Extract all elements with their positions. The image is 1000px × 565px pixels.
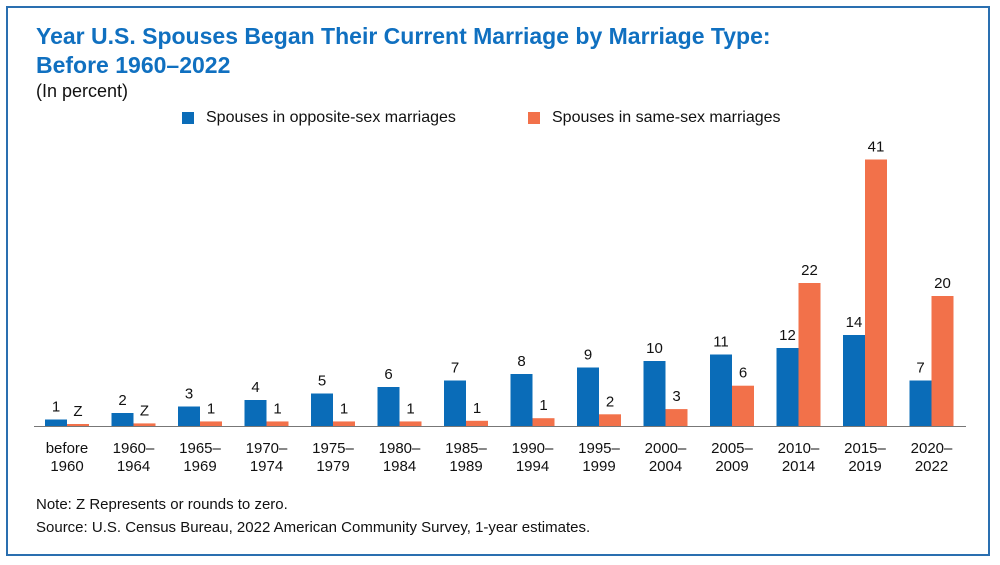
bar-opposite-sex-0 xyxy=(45,419,67,426)
x-tick-label-2-0: 1965– xyxy=(179,440,221,457)
data-label-same-sex-0: Z xyxy=(73,403,82,420)
data-label-same-sex-4: 1 xyxy=(340,400,348,417)
legend-label-same-sex: Spouses in same-sex marriages xyxy=(552,109,781,126)
bar-opposite-sex-3 xyxy=(244,400,267,426)
bar-same-sex-5 xyxy=(399,421,422,426)
chart-subtitle: (In percent) xyxy=(36,81,129,101)
x-tick-label-11-1: 2014 xyxy=(782,458,815,475)
bar-opposite-sex-13 xyxy=(909,380,932,426)
legend-item-same-sex: Spouses in same-sex marriages xyxy=(528,109,781,127)
x-tick-label-1-1: 1964 xyxy=(117,458,150,475)
footnote: Note: Z Represents or rounds to zero. xyxy=(36,496,288,513)
x-tick-label-6-0: 1985– xyxy=(445,440,487,457)
data-label-same-sex-3: 1 xyxy=(273,400,281,417)
x-tick-label-12-1: 2019 xyxy=(848,458,881,475)
x-tick-label-11-0: 2010– xyxy=(778,440,820,457)
data-label-opposite-sex-5: 6 xyxy=(384,366,392,383)
data-label-same-sex-8: 2 xyxy=(606,393,614,410)
data-label-opposite-sex-12: 14 xyxy=(846,314,863,331)
bar-opposite-sex-10 xyxy=(710,354,732,426)
x-tick-label-10-1: 2009 xyxy=(715,458,748,475)
data-label-same-sex-9: 3 xyxy=(672,388,680,405)
x-tick-label-0-1: 1960 xyxy=(50,458,83,475)
bar-opposite-sex-2 xyxy=(178,406,200,426)
x-tick-label-7-1: 1994 xyxy=(516,458,549,475)
x-tick-label-6-1: 1989 xyxy=(449,458,482,475)
data-label-opposite-sex-9: 10 xyxy=(646,340,663,357)
bar-same-sex-12 xyxy=(865,159,887,426)
data-label-same-sex-6: 1 xyxy=(473,400,481,417)
x-tick-label-1-0: 1960– xyxy=(113,440,155,457)
bar-opposite-sex-6 xyxy=(444,380,466,426)
data-label-opposite-sex-11: 12 xyxy=(779,327,796,344)
data-label-opposite-sex-1: 2 xyxy=(118,392,126,409)
x-tick-label-5-1: 1984 xyxy=(383,458,416,475)
data-label-opposite-sex-13: 7 xyxy=(916,360,924,377)
bar-opposite-sex-9 xyxy=(643,361,666,426)
source-note: Source: U.S. Census Bureau, 2022 America… xyxy=(36,519,591,536)
bar-same-sex-9 xyxy=(665,409,688,426)
legend-swatch-same-sex xyxy=(528,112,540,124)
data-label-opposite-sex-6: 7 xyxy=(451,360,459,377)
bar-same-sex-6 xyxy=(466,420,488,426)
x-tick-label-8-0: 1995– xyxy=(578,440,620,457)
x-tick-label-13-0: 2020– xyxy=(911,440,953,457)
bar-same-sex-4 xyxy=(333,421,355,426)
data-label-same-sex-12: 41 xyxy=(868,139,885,156)
x-tick-label-4-1: 1979 xyxy=(316,458,349,475)
chart-legend: Spouses in opposite-sex marriages Spouse… xyxy=(0,109,1000,131)
legend-label-opposite-sex: Spouses in opposite-sex marriages xyxy=(206,109,456,126)
x-tick-label-2-1: 1969 xyxy=(183,458,216,475)
x-tick-label-7-0: 1990– xyxy=(512,440,554,457)
data-label-same-sex-13: 20 xyxy=(934,275,951,292)
x-tick-label-10-0: 2005– xyxy=(711,440,753,457)
data-label-opposite-sex-2: 3 xyxy=(185,386,193,403)
bar-opposite-sex-12 xyxy=(843,335,865,426)
data-label-same-sex-11: 22 xyxy=(801,262,818,279)
x-tick-label-12-0: 2015– xyxy=(844,440,886,457)
chart-frame xyxy=(6,6,990,556)
legend-item-opposite-sex: Spouses in opposite-sex marriages xyxy=(182,109,456,127)
data-label-same-sex-10: 6 xyxy=(739,365,747,382)
bar-same-sex-13 xyxy=(931,296,954,426)
x-tick-label-4-0: 1975– xyxy=(312,440,354,457)
bar-same-sex-8 xyxy=(599,414,621,426)
data-label-opposite-sex-4: 5 xyxy=(318,373,326,390)
bar-same-sex-7 xyxy=(532,418,555,426)
x-tick-label-9-1: 2004 xyxy=(649,458,682,475)
data-label-opposite-sex-10: 11 xyxy=(713,334,729,351)
x-tick-label-9-0: 2000– xyxy=(645,440,687,457)
bar-same-sex-0 xyxy=(67,424,89,426)
chart-title-line-2: Before 1960–2022 xyxy=(36,52,231,78)
bar-same-sex-3 xyxy=(266,421,289,426)
bar-same-sex-11 xyxy=(798,283,821,426)
chart-title: Year U.S. Spouses Began Their Current Ma… xyxy=(36,22,936,80)
bar-same-sex-2 xyxy=(200,421,222,426)
bar-opposite-sex-5 xyxy=(377,387,400,426)
bar-opposite-sex-11 xyxy=(776,348,799,426)
bar-opposite-sex-7 xyxy=(510,374,533,426)
data-label-opposite-sex-7: 8 xyxy=(517,353,525,370)
bar-opposite-sex-1 xyxy=(111,413,134,426)
bar-same-sex-10 xyxy=(732,385,754,426)
bar-opposite-sex-4 xyxy=(311,393,333,426)
x-tick-label-0-0: before xyxy=(46,440,89,457)
data-label-same-sex-5: 1 xyxy=(406,400,414,417)
x-tick-label-3-0: 1970– xyxy=(246,440,288,457)
data-label-same-sex-2: 1 xyxy=(207,400,215,417)
legend-swatch-opposite-sex xyxy=(182,112,194,124)
bar-opposite-sex-8 xyxy=(577,367,599,426)
x-tick-label-5-0: 1980– xyxy=(379,440,421,457)
data-label-opposite-sex-8: 9 xyxy=(584,347,592,364)
x-tick-label-8-1: 1999 xyxy=(582,458,615,475)
data-label-same-sex-1: Z xyxy=(140,402,149,419)
bar-same-sex-1 xyxy=(133,423,156,426)
x-tick-label-3-1: 1974 xyxy=(250,458,283,475)
chart-title-line-1: Year U.S. Spouses Began Their Current Ma… xyxy=(36,23,771,49)
data-label-same-sex-7: 1 xyxy=(539,397,547,414)
data-label-opposite-sex-0: 1 xyxy=(52,399,60,416)
x-tick-label-13-1: 2022 xyxy=(915,458,948,475)
data-label-opposite-sex-3: 4 xyxy=(251,379,259,396)
